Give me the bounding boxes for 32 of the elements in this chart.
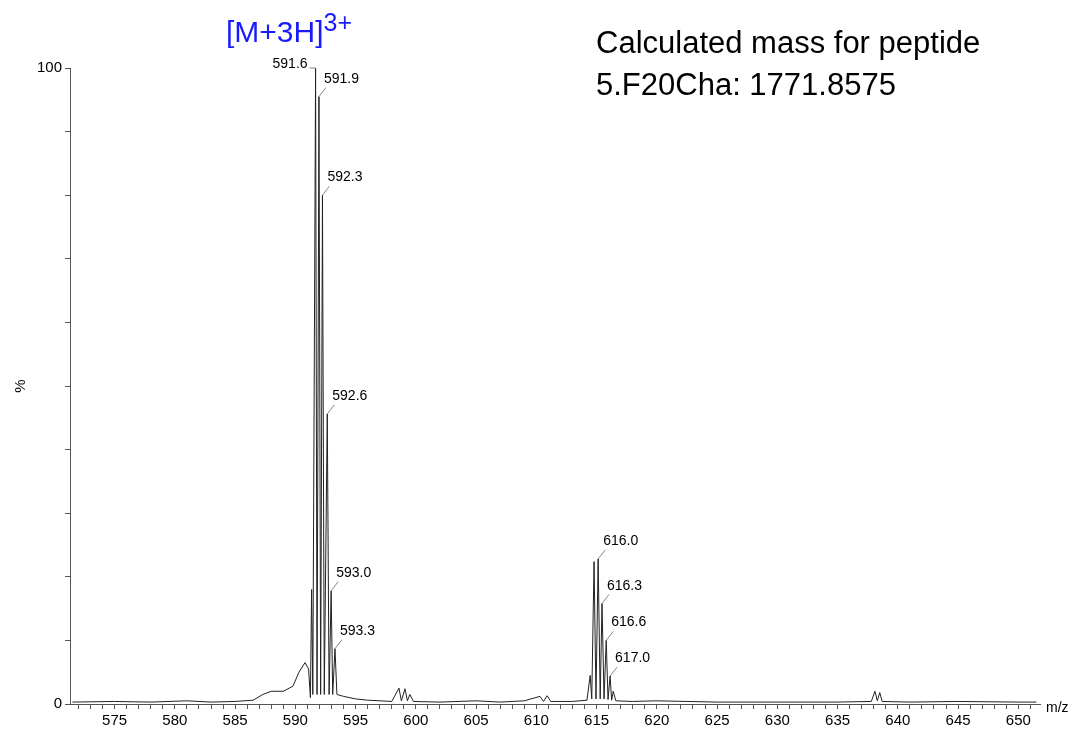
annotation: 591.6: [272, 54, 308, 71]
x-tick-label: 645: [945, 711, 971, 729]
chart-title: [M+3H]$^{3+}$: [226, 8, 353, 49]
y-axis-title: %: [11, 379, 29, 393]
annotation: 592.6: [332, 386, 368, 403]
x-axis-title: m/z: [1046, 698, 1069, 715]
x-tick-label: 650: [1005, 711, 1031, 729]
x-tick-label: 635: [825, 711, 851, 729]
x-tick-label: 640: [885, 711, 911, 729]
x-tick-label: 630: [764, 711, 790, 729]
y-tick-label: 100: [37, 58, 63, 76]
x-tick-label: 610: [523, 711, 549, 729]
annotation: 616.0: [603, 531, 639, 548]
annotation: 617.0: [615, 649, 651, 666]
annotation: Calculated mass for peptide 5.F20Cha: 1771.8575: [596, 24, 982, 104]
x-tick-label: 605: [463, 711, 489, 729]
x-tick-label: 595: [343, 711, 369, 729]
annotation: 616.6: [611, 613, 647, 630]
annotation: 592.3: [327, 168, 363, 185]
annotation: 591.9: [323, 69, 360, 86]
x-tick-label: 600: [403, 711, 429, 729]
x-tick-label: 590: [282, 711, 308, 729]
x-tick-label: 580: [162, 711, 188, 729]
annotation: 616.3: [607, 576, 643, 593]
x-tick-label: 615: [584, 711, 610, 729]
x-tick-label: 625: [704, 711, 730, 729]
x-tick-label: 585: [222, 711, 248, 729]
y-tick-label: 0: [53, 694, 63, 712]
x-tick-label: 620: [644, 711, 670, 729]
annotation: 593.0: [336, 563, 372, 580]
annotation: 593.3: [339, 621, 376, 638]
x-tick-label: 575: [102, 711, 128, 729]
